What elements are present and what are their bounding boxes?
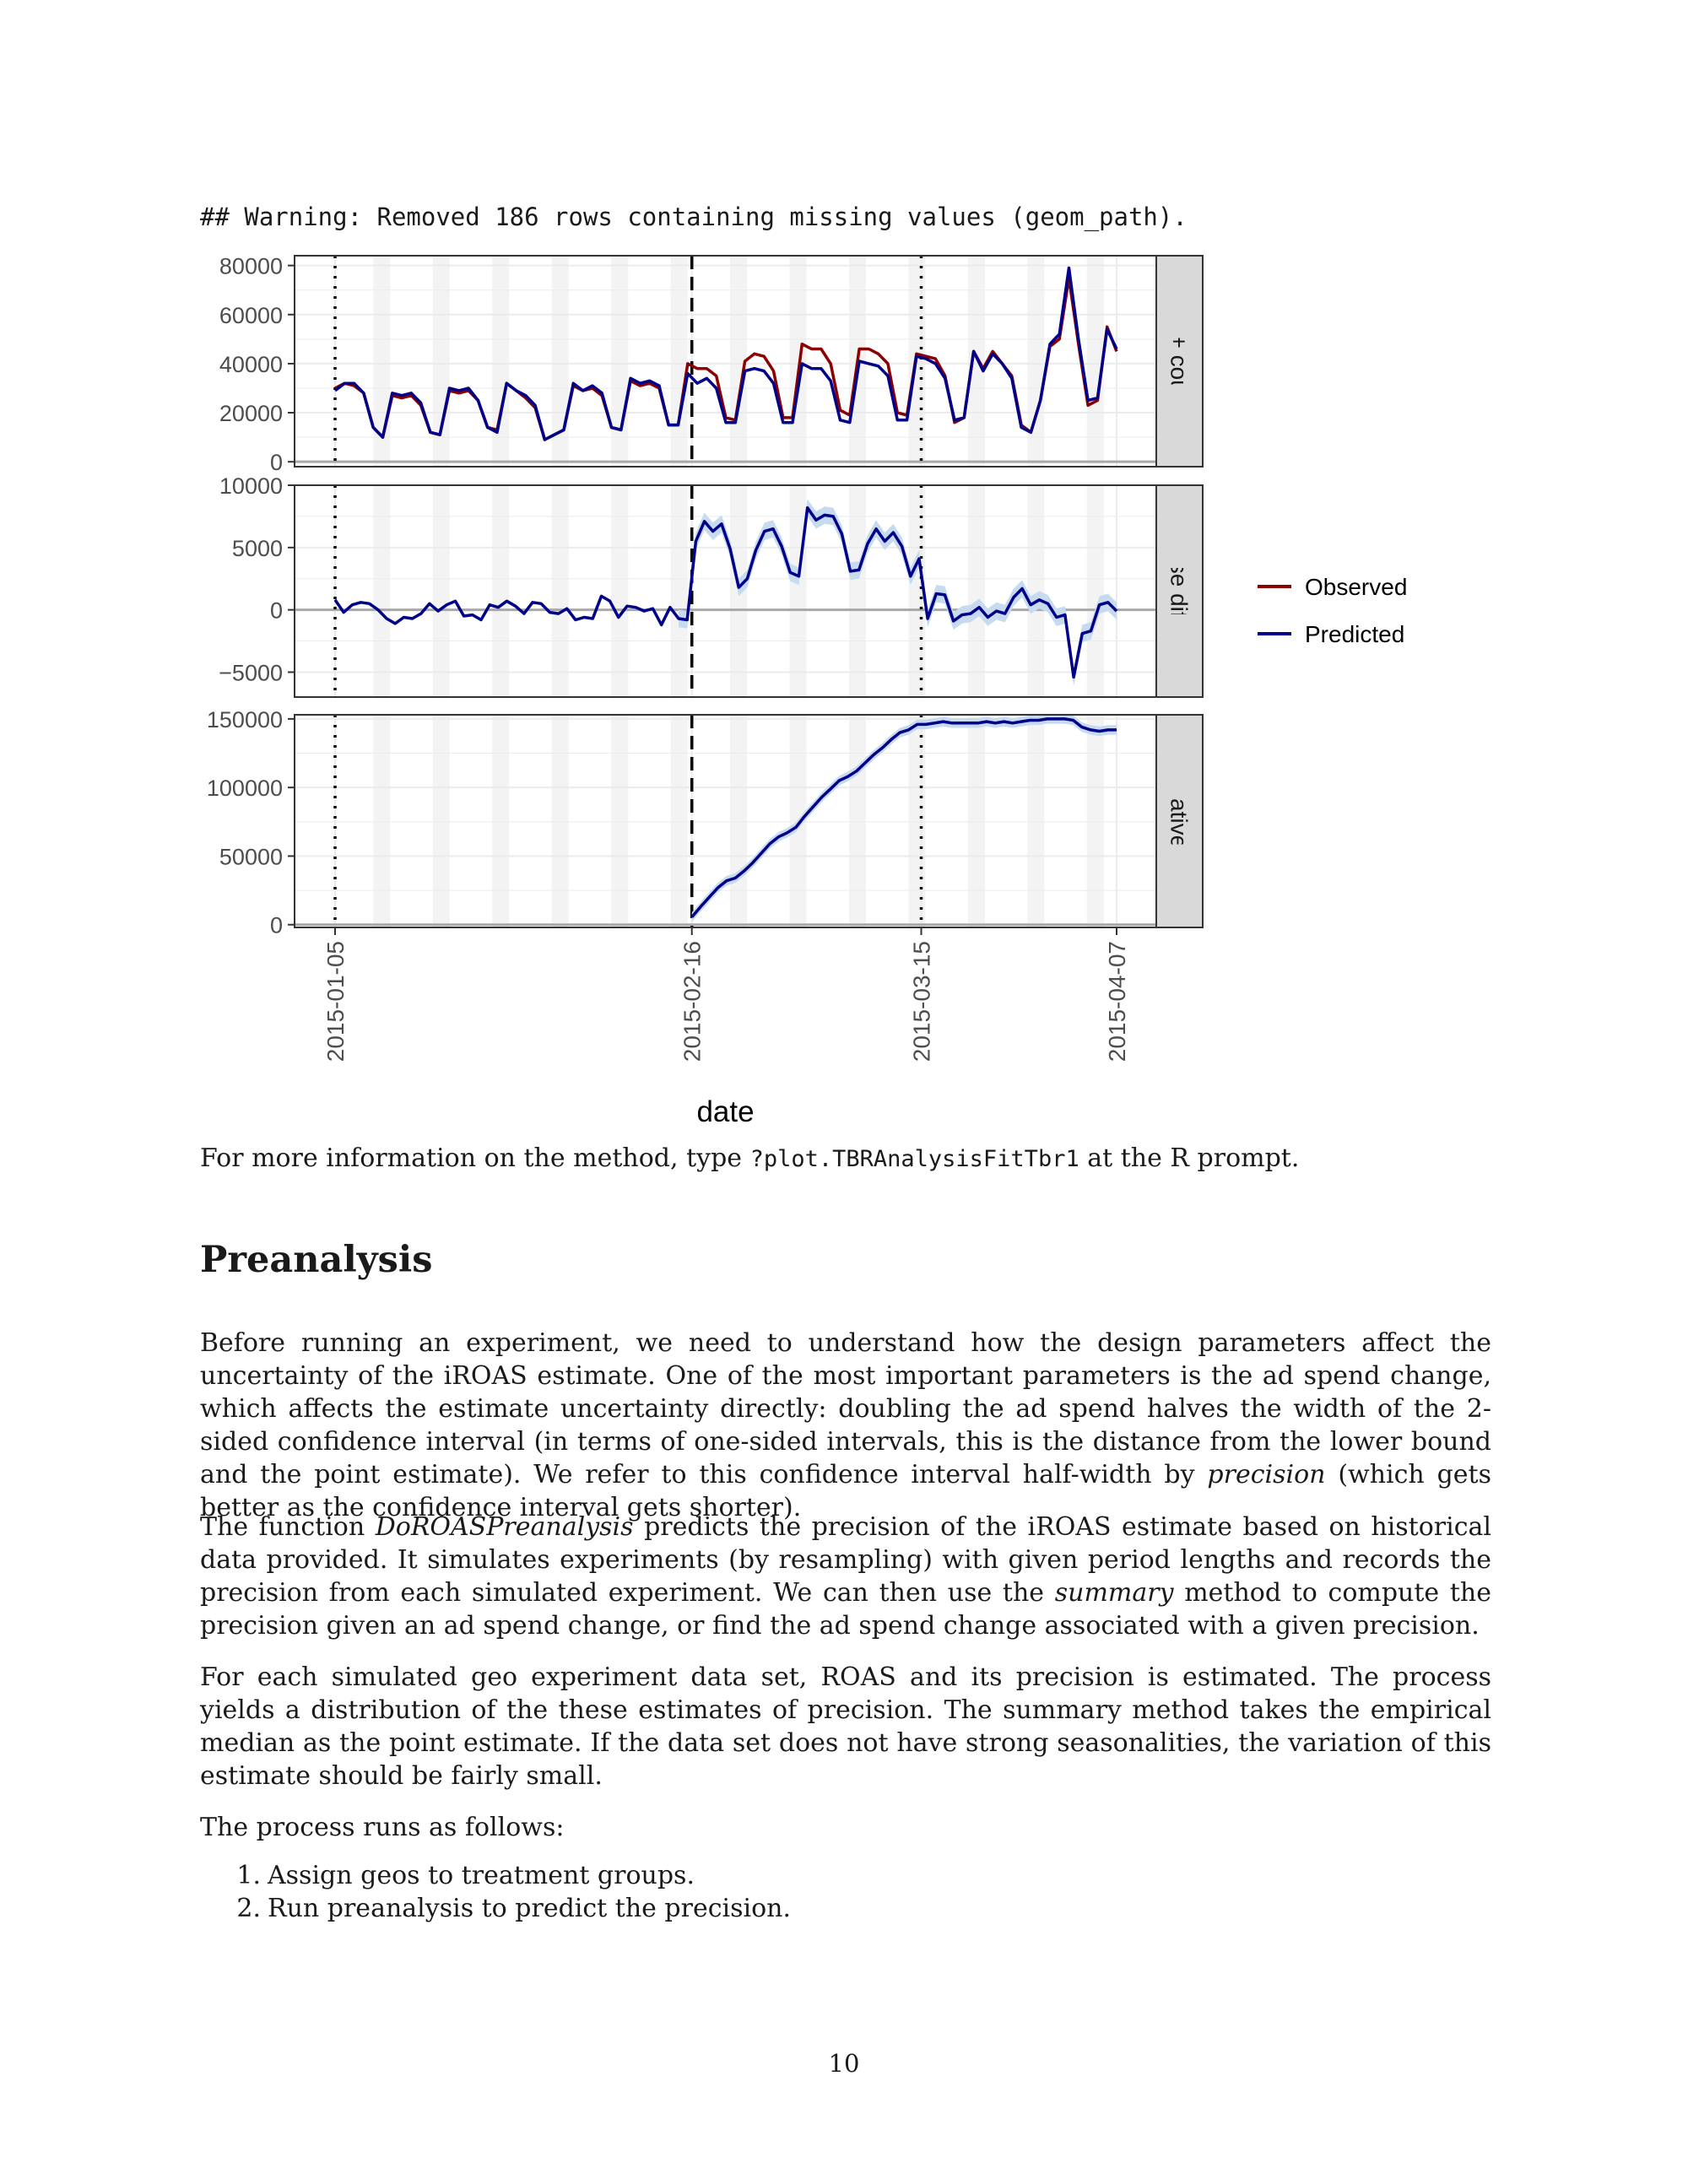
facet-strip-label: Pointwise difference — [1166, 485, 1193, 696]
weekend-shade — [848, 715, 867, 927]
weekend-shade — [611, 715, 629, 927]
weekend-shade — [730, 715, 748, 927]
panel-background — [295, 715, 1156, 927]
legend-label-predicted: Predicted — [1305, 621, 1404, 647]
weekend-shade — [1086, 485, 1104, 697]
y-tick-label: 0 — [270, 913, 283, 938]
y-tick-label: 5000 — [232, 536, 283, 561]
paragraph-4: The process runs as follows: — [200, 1813, 565, 1842]
list-number: 2. — [236, 1894, 261, 1923]
legend-label-observed: Observed — [1305, 574, 1407, 600]
weekend-shade — [670, 715, 688, 927]
weekend-shade — [967, 485, 985, 697]
y-tick-label: 80000 — [219, 254, 283, 279]
series-line-cumulative-effect — [690, 717, 1117, 918]
facet-strip — [1155, 255, 1204, 468]
weekend-shade — [1027, 485, 1045, 697]
y-tick-label: −5000 — [219, 660, 283, 685]
weekend-shade — [373, 715, 391, 927]
weekend-shade — [848, 485, 867, 697]
y-tick-label: 20000 — [219, 401, 283, 426]
facet-strip — [1155, 714, 1204, 928]
y-tick-label: 150000 — [207, 707, 283, 733]
y-tick-label: 60000 — [219, 303, 283, 328]
tbr-analysis-figure: 0 20000 40000 60000 80000 served + counterfac… — [207, 254, 1408, 1128]
p2-function-name: DoROASPreanalysis — [375, 1512, 634, 1542]
facet-strip-label: served + counterfac — [1166, 257, 1193, 466]
facet-strip-label: Cumulative effect — [1166, 730, 1193, 912]
weekend-shade — [373, 256, 391, 467]
weekend-shade — [551, 256, 569, 467]
p1-text-end: (which gets better as the confidence int… — [200, 1460, 1492, 1522]
weekend-shade — [1027, 256, 1045, 467]
weekend-shade — [1086, 256, 1104, 467]
x-axis-title: date — [696, 1095, 754, 1128]
weekend-shade — [789, 485, 807, 697]
paragraph-3: For each simulated geo experiment data s… — [200, 1662, 1491, 1791]
weekend-shade — [1027, 715, 1045, 927]
weekend-shade — [611, 256, 629, 467]
caption-text-after: at the R prompt. — [1079, 1143, 1300, 1173]
p2-text-end: method to compute the precision given an… — [200, 1578, 1491, 1641]
weekend-shade — [551, 715, 569, 927]
weekend-shade — [967, 715, 985, 927]
y-tick-label: 0 — [270, 450, 283, 475]
p2-text: The function — [200, 1512, 376, 1542]
y-tick-label: 10000 — [219, 473, 283, 499]
section-heading: Preanalysis — [200, 1239, 433, 1281]
weekend-shade — [373, 485, 391, 697]
series-line-predicted — [333, 266, 1118, 441]
list-text: Run preanalysis to predict the precision… — [268, 1894, 792, 1923]
paragraph-1: Before running an experiment, we need to… — [200, 1327, 1491, 1524]
list-item: 1. Assign geos to treatment groups. — [200, 1859, 791, 1892]
weekend-shade — [1086, 715, 1104, 927]
weekend-shade — [492, 485, 510, 697]
weekend-shade — [967, 256, 985, 467]
weekend-shade — [432, 715, 450, 927]
y-tick-label: 100000 — [207, 776, 283, 801]
weekend-shade — [670, 256, 688, 467]
list-item: 2. Run preanalysis to predict the precisi… — [200, 1892, 791, 1925]
facet-strip — [1155, 484, 1204, 698]
y-tick-label: 40000 — [219, 352, 283, 377]
panel-3: 0 50000 100000 150000 Cumulative effect — [207, 707, 1204, 938]
process-steps-list: 1. Assign geos to treatment groups. 2. Run… — [200, 1859, 791, 1925]
legend: Observed Predicted — [1258, 574, 1407, 647]
p2-method-name: summary — [1054, 1578, 1174, 1608]
caption-text-before: For more information on the method, type — [200, 1143, 750, 1173]
list-number: 1. — [236, 1861, 261, 1890]
y-tick-label: 50000 — [219, 844, 283, 869]
panel-1: 0 20000 40000 60000 80000 served + counterfac — [219, 254, 1204, 475]
weekend-shade — [908, 715, 926, 927]
weekend-shade — [492, 715, 510, 927]
x-tick-label: 2015-02-16 — [679, 941, 706, 1062]
list-text: Assign geos to treatment groups. — [268, 1861, 695, 1890]
panel-background — [295, 256, 1156, 467]
weekend-shade — [551, 485, 569, 697]
caption-code: ?plot.TBRAnalysisFitTbr1 — [749, 1146, 1079, 1172]
x-tick-label: 2015-01-05 — [322, 941, 349, 1062]
weekend-shade — [789, 256, 807, 467]
weekend-shade — [432, 485, 450, 697]
panel-2: −5000 0 5000 10000 Pointwise difference — [219, 473, 1204, 698]
weekend-shade — [730, 256, 748, 467]
p1-emphasis: precision — [1207, 1460, 1326, 1489]
r-warning-output: ## Warning: Removed 186 rows containing … — [200, 203, 1188, 231]
p1-text: Before running an experiment, we need to… — [200, 1328, 1491, 1489]
x-tick-label: 2015-03-15 — [909, 941, 935, 1062]
weekend-shade — [611, 485, 629, 697]
y-tick-label: 0 — [270, 598, 283, 624]
paragraph-2: The function DoROASPreanalysis predicts … — [200, 1511, 1491, 1642]
page-number: 10 — [828, 2049, 860, 2078]
weekend-shade — [670, 485, 688, 697]
figure-caption: For more information on the method, type… — [200, 1143, 1299, 1173]
weekend-shade — [492, 256, 510, 467]
p2-text-middle: predicts the precision of the iROAS esti… — [200, 1512, 1491, 1608]
series-line-pointwise-difference — [333, 505, 1118, 679]
x-tick-label: 2015-04-07 — [1104, 941, 1130, 1062]
